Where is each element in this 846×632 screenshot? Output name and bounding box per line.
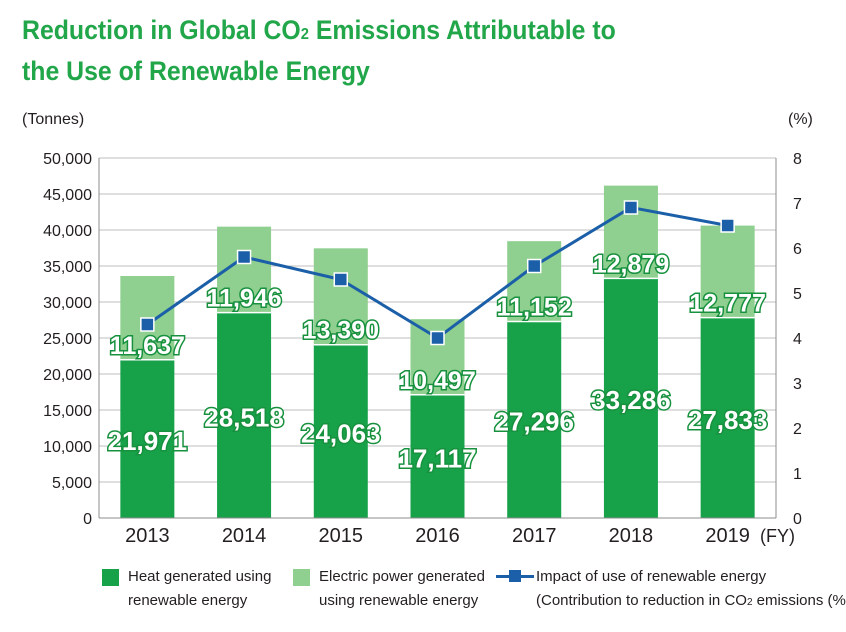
impact-marker	[623, 200, 639, 215]
y-left-tick-label: 40,000	[43, 223, 92, 240]
impact-marker	[333, 272, 349, 287]
impact-marker	[236, 249, 252, 265]
data-label-electric: 12,777	[689, 290, 765, 318]
x-tick-label: 2019	[705, 525, 750, 547]
data-label-heat: 27,833	[688, 405, 768, 435]
chart-title-line1: Reduction in Global CO2 Emissions Attrib…	[22, 15, 616, 45]
axes: 0 5,000 10,000 15,000 20,000 25,000 30,000 35,0…	[43, 151, 802, 547]
data-label-electric: 11,946	[207, 285, 282, 313]
y-right-tick-label: 2	[793, 421, 802, 438]
y-right-tick-label: 5	[793, 286, 802, 303]
y-left-tick-label: 45,000	[43, 187, 92, 204]
impact-marker	[720, 218, 735, 233]
data-label-heat: 28,518	[204, 402, 284, 432]
data-label-heat: 24,063	[301, 418, 381, 448]
x-tick-label: 2014	[222, 525, 267, 547]
data-label-heat: 33,286	[591, 385, 671, 415]
y-axis-right-label: (%)	[788, 111, 813, 128]
y-left-tick-label: 10,000	[43, 439, 92, 456]
impact-line-series	[140, 200, 735, 346]
data-label-electric: 11,152	[497, 293, 572, 321]
y-left-tick-label: 0	[83, 511, 92, 528]
combo-chart: 21,971 11,637 28,518 11,946 24,063 13,390 17,1…	[22, 111, 813, 547]
y-left-tick-label: 5,000	[52, 475, 92, 492]
y-left-tick-label: 50,000	[43, 151, 92, 168]
bar-heat	[507, 321, 562, 518]
x-tick-label: 2018	[609, 525, 654, 547]
bar-electric	[313, 248, 368, 345]
impact-marker	[430, 330, 445, 346]
y-right-tick-label: 0	[793, 511, 802, 528]
bar-heat	[410, 394, 465, 518]
bar-electric	[700, 225, 755, 318]
chart-title: Reduction in Global CO2 Emissions Attrib…	[22, 12, 616, 90]
y-right-tick-label: 3	[793, 376, 802, 393]
data-label-electric: 13,390	[303, 317, 379, 345]
legend-electric-text: Electric power generated using renewable…	[319, 568, 485, 609]
data-label-heat: 27,296	[494, 407, 574, 437]
y-right-tick-label: 1	[793, 466, 802, 483]
data-label-heat: 21,971	[108, 426, 188, 456]
x-tick-label: 2013	[125, 525, 170, 547]
y-right-tick-label: 6	[793, 241, 802, 258]
data-label-electric: 10,497	[399, 367, 475, 395]
data-label-heat: 17,117	[398, 443, 476, 473]
legend-impact-text: Impact of use of renewable energy (Contr…	[536, 568, 846, 609]
y-left-tick-label: 30,000	[43, 295, 92, 312]
bar-heat	[603, 278, 658, 518]
data-label-electric: 11,637	[110, 332, 185, 360]
x-axis-unit: (FY)	[760, 526, 795, 546]
legend-heat-swatch	[102, 569, 119, 586]
x-tick-label: 2015	[319, 525, 364, 547]
x-tick-label: 2016	[415, 525, 460, 547]
y-left-tick-label: 20,000	[43, 367, 92, 384]
x-tick-label: 2017	[512, 525, 557, 547]
data-labels: 21,971 11,637 28,518 11,946 24,063 13,390 17,1…	[106, 249, 769, 475]
y-right-tick-label: 4	[793, 331, 802, 348]
chart-title-line2: the Use of Renewable Energy	[22, 56, 370, 86]
y-left-tick-label: 35,000	[43, 259, 92, 276]
impact-marker	[140, 317, 155, 332]
y-right-tick-label: 7	[793, 196, 802, 213]
bar-heat	[120, 359, 175, 518]
y-right-tick-label: 8	[793, 151, 802, 168]
y-axis-left-label: (Tonnes)	[22, 111, 84, 128]
y-left-tick-label: 15,000	[43, 403, 92, 420]
bar-heat	[700, 317, 755, 518]
bar-heat	[217, 312, 272, 518]
impact-marker	[526, 258, 542, 274]
y-left-tick-label: 25,000	[43, 331, 92, 348]
bar-heat	[313, 344, 368, 518]
legend-heat-text: Heat generated using renewable energy	[128, 568, 272, 609]
data-label-electric: 12,879	[593, 250, 669, 278]
legend-electric-swatch	[293, 569, 310, 586]
bars	[120, 185, 755, 518]
legend-impact-swatch	[496, 570, 534, 582]
